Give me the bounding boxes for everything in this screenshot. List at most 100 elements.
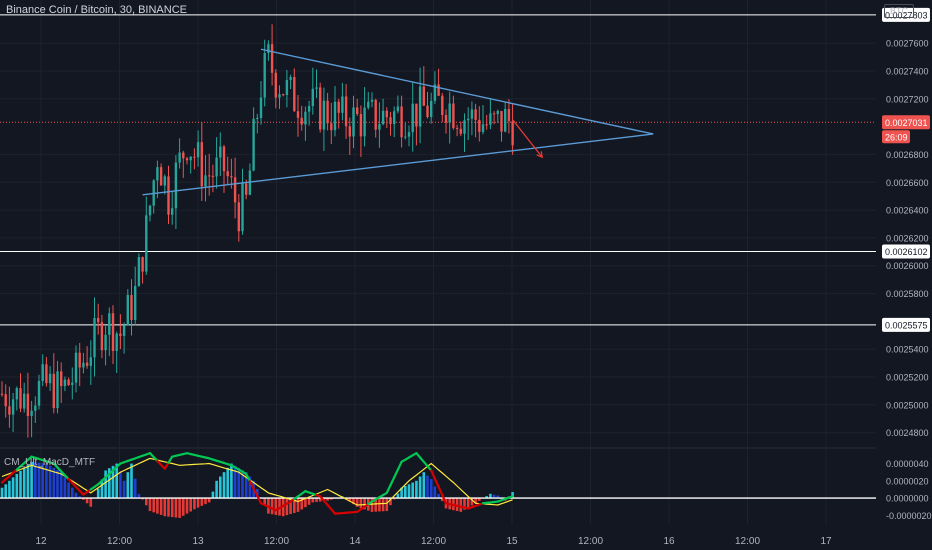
candle-body [396,106,400,112]
candle-body [82,362,85,368]
candles [0,24,514,438]
y-tick-label: 0.0026800 [886,150,929,160]
macd-histogram-bar [15,473,19,499]
macd-histogram-bar [52,467,56,499]
macd-histogram-bar [489,493,492,499]
macd-histogram-bar [71,487,74,499]
candle-body [418,86,422,127]
currency-badge[interactable]: BTC [884,4,914,18]
macd-line-segment [252,487,259,498]
y-tick-label: 0.0026600 [886,178,929,188]
y-tick-label: 0.0026000 [886,261,929,271]
macd-histogram-bar [145,498,148,506]
candle-body [348,126,351,137]
macd-histogram-bar [48,465,52,499]
candle-body [104,334,107,351]
macd-histogram-bar [374,498,377,512]
macd-histogram-bar [293,498,296,513]
candle-body [182,152,185,159]
y-tick-label: 0.0025400 [886,345,929,355]
y-tick-label: 0.0026200 [886,233,929,243]
macd-line-segment [437,485,444,497]
candle-body [67,379,70,385]
candle-body [444,115,448,123]
macd-histogram-bar [304,498,307,508]
macd-histogram-bar [311,498,315,503]
macd-histogram-bar [285,498,289,516]
candle-body [496,110,499,115]
candle-body [367,101,370,108]
last-price-label: 0.0027031 [885,118,928,128]
macd-histogram-bar [152,498,155,513]
candle-body [300,117,303,125]
candle-body [48,373,52,384]
candle-body [89,357,92,366]
candle-body [233,177,237,203]
macd-histogram-bar [511,492,514,499]
candle-body [63,379,67,387]
macd-histogram-bar [170,498,174,518]
macd-histogram-bar [437,493,440,499]
macd-line-segment [430,469,436,480]
macd-histogram-bar [474,498,477,504]
level-price-box [882,317,930,332]
candle-body [163,176,166,186]
macd-histogram-bar [352,498,355,505]
macd-histogram-bar [34,462,37,499]
candle-body [252,118,255,171]
candle-body [455,127,459,129]
candle-body [156,167,159,181]
candle-body [393,111,396,125]
macd-histogram-bar [318,498,322,502]
candle-body [470,109,474,119]
macd-histogram-bar [463,498,466,510]
macd-histogram-bar [215,480,218,499]
macd-histogram-bar [478,498,481,501]
candle-body [196,142,200,158]
macd-histogram-bar [441,498,444,502]
macd-histogram-bar [30,461,33,499]
macd-histogram-bar [348,498,352,502]
macd-histogram-bar [100,479,104,499]
candle-body [289,77,292,81]
macd-histogram-bar [207,498,211,503]
candle-body [4,394,7,407]
macd-histogram-bar [400,487,403,499]
candle-body [492,113,496,115]
macd-y-tick-label: 0.0000020 [886,476,929,486]
macd-line-segment [245,472,251,483]
macd-line-segment [396,460,403,471]
y-tick-label: 0.0027600 [886,39,929,49]
candle-body [34,405,37,411]
candle-body [293,77,296,112]
macd-histogram-bar [204,498,207,505]
candle-body [11,399,15,415]
macd-histogram-bar [193,498,196,510]
candle-body [500,110,503,132]
indicator-label[interactable]: CM_Ult_MacD_MTF [4,457,96,468]
macd-histogram-bar [281,498,285,517]
macd-histogram-bar [466,498,470,508]
candle-body [15,388,18,400]
macd-histogram-bar [37,462,41,499]
macd-histogram-bar [415,480,418,499]
candle-body [270,44,274,73]
candle-body [352,107,355,137]
macd-histogram-bar [185,498,189,514]
candle-body [426,105,429,118]
candle-body [226,171,229,177]
candle-body [322,100,326,130]
candle-body [507,109,511,122]
candle-body [115,333,118,351]
candle-body [433,84,437,101]
macd-histogram-bar [426,475,429,499]
candle-body [185,158,189,161]
candle-body [459,128,462,134]
macd-histogram-bar [244,472,248,499]
macd-histogram-bar [130,463,133,499]
candle-body [126,294,129,326]
candle-body [45,364,48,384]
macd-histogram-bar [363,498,366,510]
candle-body [241,183,244,232]
